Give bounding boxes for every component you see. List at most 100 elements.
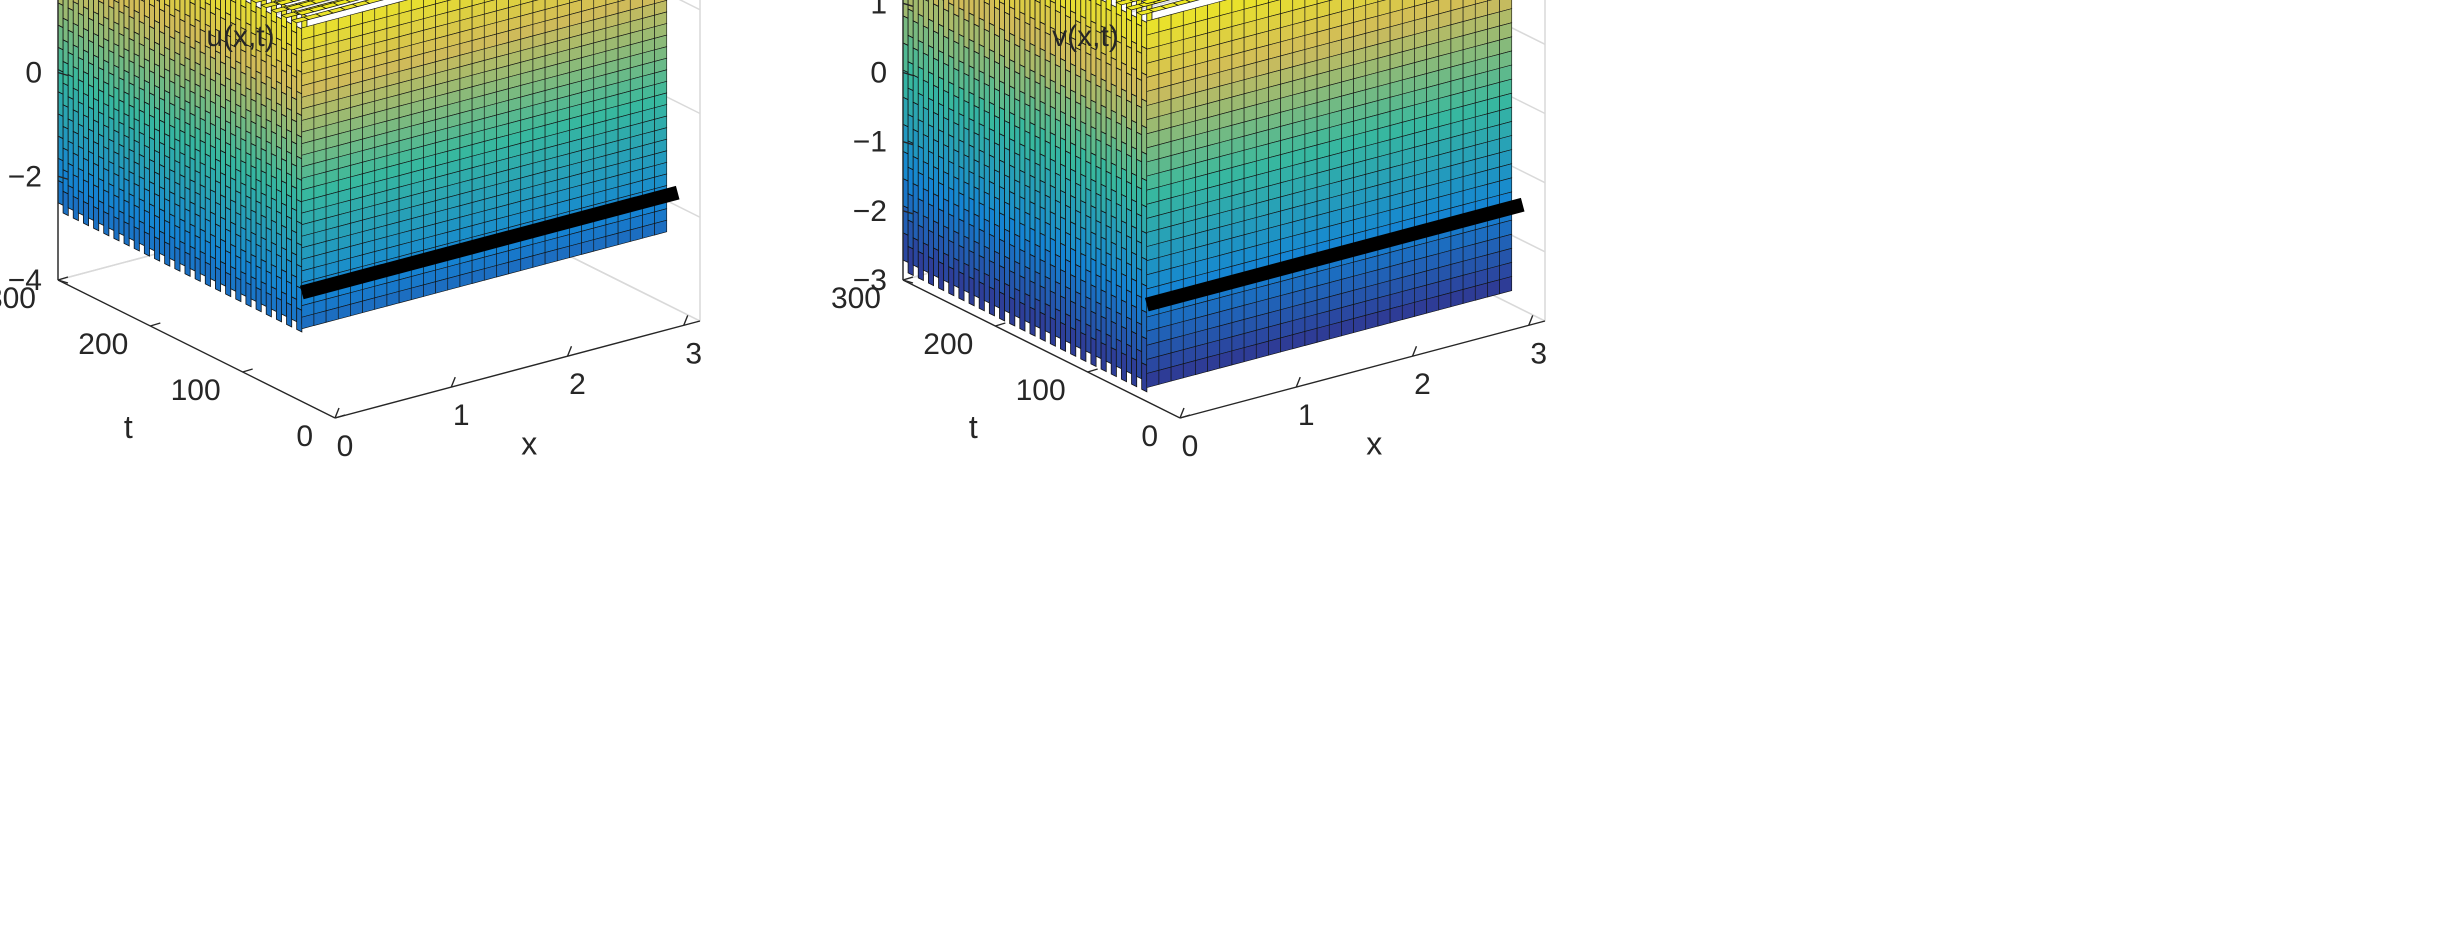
surface-patch [948,28,955,59]
surface-patch [953,67,960,99]
surface-patch [230,132,237,159]
surface-patch [1034,216,1041,248]
surface-patch [1019,169,1026,200]
surface-patch [1131,146,1138,177]
surface-patch [108,94,115,121]
surface-patch [1126,99,1133,131]
surface-patch [260,281,267,308]
surface-patch [240,270,247,298]
surface-patch [289,0,302,2]
surface-patch [154,84,161,111]
surface-patch [1029,16,1036,47]
surface-patch [230,221,237,248]
surface-patch [88,150,95,177]
surface-patch [917,145,924,176]
surface-patch [174,159,181,186]
surface-patch [149,70,156,97]
surface-patch [62,190,69,217]
surface-patch [1070,300,1077,331]
surface-patch [938,129,945,160]
surface-patch [159,75,166,102]
surface-patch [143,0,150,19]
surface-patch [123,4,130,31]
surface-patch [963,99,970,131]
surface-patch [1054,280,1061,312]
surface-patch [988,0,995,27]
surface-patch [1039,47,1046,79]
surface-patch [938,23,945,54]
surface-patch [1054,91,1061,123]
surface-patch [1136,185,1143,217]
surface-patch [240,248,247,275]
surface-patch [179,240,186,267]
surface-patch [138,220,145,247]
surface-patch [154,214,161,241]
surface-patch [82,27,89,54]
surface-patch [1014,179,1021,211]
surface-patch [1136,240,1143,272]
surface-patch [332,0,352,6]
surface-patch [1131,251,1138,282]
surface-patch [128,0,135,20]
surface-patch [82,200,89,227]
surface-patch [917,13,924,44]
surface-patch [933,84,940,116]
surface-patch [296,198,303,225]
surface-patch [72,152,79,179]
surface-patch [291,118,298,145]
surface-patch [953,121,960,153]
surface-patch [108,116,115,143]
surface-patch [88,17,95,44]
surface-patch [1034,135,1041,167]
surface-patch [113,107,120,134]
surface-patch [169,13,176,40]
surface-patch [169,35,176,62]
surface-patch [973,0,980,28]
surface-patch [1075,263,1082,295]
surface-patch [133,74,140,101]
surface-patch [215,71,222,98]
surface-patch [1044,275,1051,307]
surface-patch [154,106,161,132]
surface-patch [57,113,64,140]
surface-patch [1080,120,1087,152]
surface-patch [1100,236,1107,267]
surface-patch [281,135,288,162]
surface-patch [978,228,985,259]
surface-patch [265,53,272,80]
surface-patch [1075,128,1082,160]
surface-patch [1070,194,1077,226]
surface-patch [265,205,272,231]
surface-patch [174,138,181,164]
surface-patch [62,169,69,195]
surface-patch [1080,199,1087,231]
surface-patch [1115,338,1122,370]
surface-patch [174,94,181,121]
surface-patch [1004,255,1011,287]
surface-patch [164,111,171,138]
surface-patch [1019,37,1026,68]
surface-patch [270,197,277,224]
surface-patch [917,118,924,150]
surface-patch [1100,262,1107,294]
surface-patch [265,248,272,275]
surface-patch [281,47,288,74]
surface-patch [184,229,191,256]
surface-patch [927,18,934,49]
surface-patch [260,59,267,86]
surface-patch [1019,301,1026,332]
surface-patch [1060,57,1067,89]
surface-patch [149,225,156,252]
surface-patch [999,212,1006,243]
surface-patch [1024,0,1031,26]
surface-patch [922,106,929,138]
surface-patch [1090,178,1097,209]
surface-patch [927,255,934,287]
surface-patch [184,208,191,234]
surface-patch [225,141,232,168]
surface-patch [1136,77,1143,109]
surface-patch [1009,111,1016,143]
surface-patch [128,59,135,86]
surface-patch [164,176,171,202]
surface-patch [199,184,206,211]
